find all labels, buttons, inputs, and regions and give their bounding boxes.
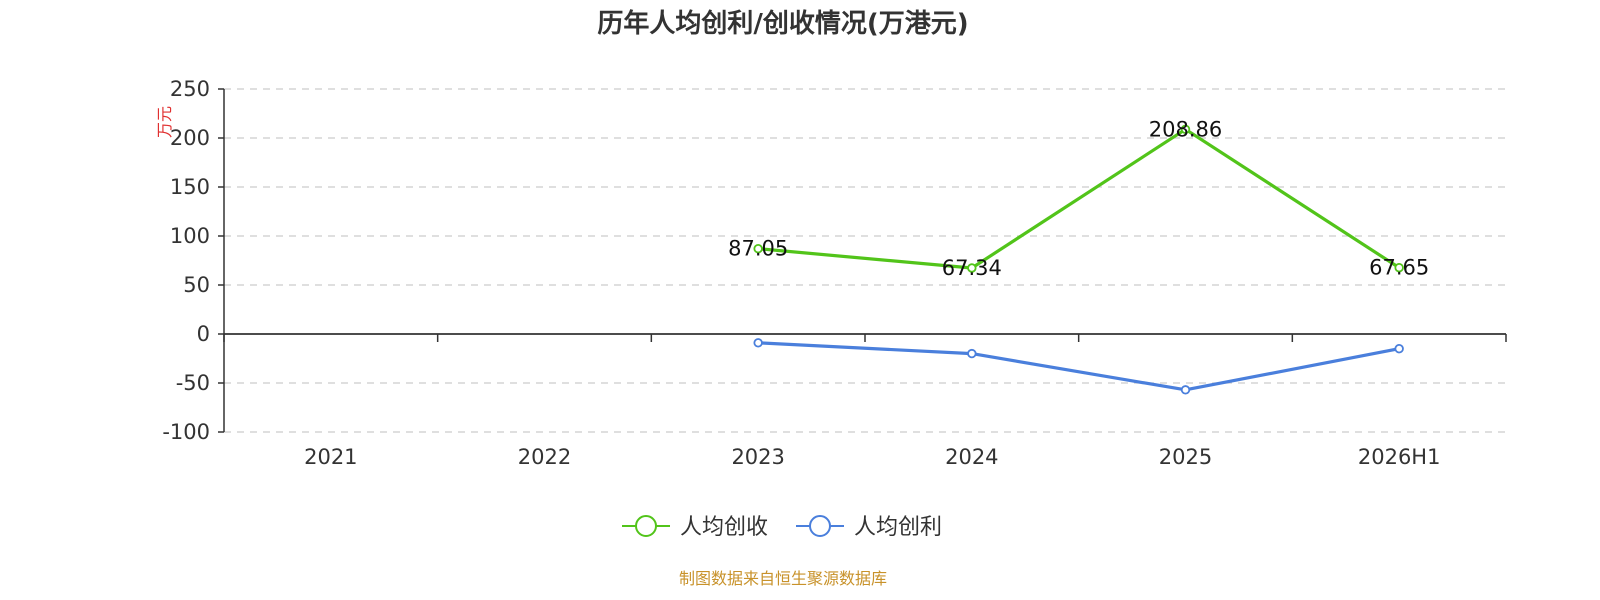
- legend-marker: [635, 515, 657, 537]
- data-point[interactable]: [1180, 385, 1191, 395]
- x-tick-label: 2026H1: [1358, 445, 1441, 469]
- y-axis-unit-label: 万元: [155, 106, 174, 138]
- legend-label: 人均创收: [680, 515, 768, 540]
- legend-item-1[interactable]: 人均创利: [796, 515, 942, 540]
- series-lines: [753, 124, 1404, 395]
- y-tick-label: -100: [162, 420, 210, 444]
- data-label: 208.86: [1149, 117, 1222, 141]
- y-tick-label: 250: [170, 77, 210, 101]
- y-tick-label: -50: [176, 371, 210, 395]
- legend-label: 人均创利: [854, 515, 942, 540]
- data-label: 67.34: [942, 256, 1002, 280]
- series-line-0: [758, 127, 1401, 270]
- series-line-1: [758, 341, 1400, 392]
- y-tick-label: 0: [197, 322, 210, 346]
- legend[interactable]: 人均创收 人均创利: [622, 515, 942, 540]
- y-tick-label: 50: [183, 273, 210, 297]
- y-tick-label: 200: [170, 126, 210, 150]
- source-note: 制图数据来自恒生聚源数据库: [679, 569, 887, 588]
- data-point[interactable]: [1394, 344, 1404, 354]
- x-tick-label: 2024: [945, 445, 998, 469]
- data-point[interactable]: [1180, 124, 1191, 135]
- grid-lines: [224, 88, 1506, 433]
- chart-title: 历年人均创利/创收情况(万港元): [597, 8, 968, 39]
- legend-marker: [809, 515, 831, 537]
- x-tick-label: 2025: [1159, 445, 1212, 469]
- x-tick-label: 2023: [731, 445, 784, 469]
- data-point[interactable]: [753, 243, 763, 254]
- data-point[interactable]: [967, 348, 977, 359]
- y-tick-label: 100: [170, 224, 210, 248]
- x-tick-label: 2021: [304, 445, 357, 469]
- data-point[interactable]: [753, 338, 763, 348]
- data-label: 67.65: [1369, 256, 1429, 280]
- y-tick-label: 150: [170, 175, 210, 199]
- legend-item-0[interactable]: 人均创收: [622, 515, 768, 540]
- data-point[interactable]: [967, 263, 977, 273]
- x-tick-label: 2022: [518, 445, 571, 469]
- data-label: 87.05: [728, 237, 788, 261]
- data-point[interactable]: [1394, 263, 1404, 273]
- data-labels: 87.05 67.34 208.86 67.65: [728, 117, 1429, 280]
- axes: 250 200 150 100 50 0 -50 -100 万元 2021 2022 2023 2024…: [155, 77, 1507, 469]
